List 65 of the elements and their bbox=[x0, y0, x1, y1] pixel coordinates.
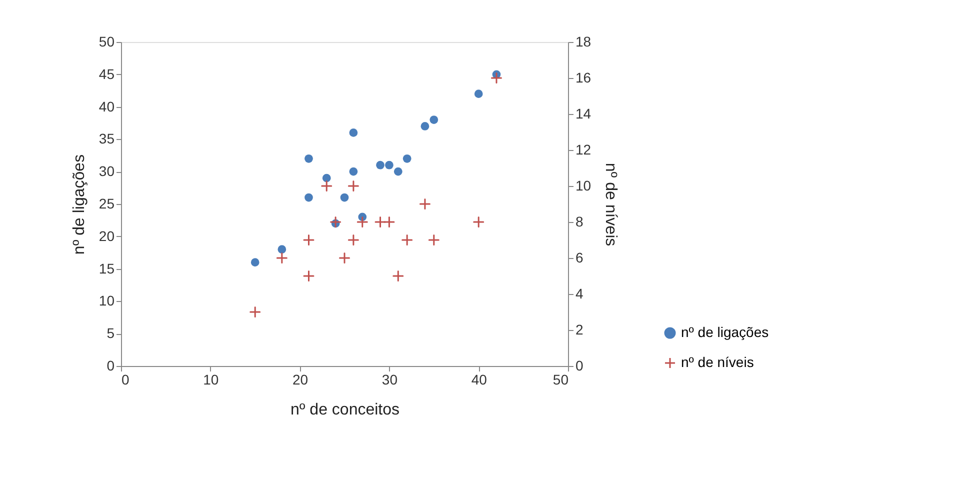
point bbox=[278, 245, 286, 254]
x-tick-label: 20 bbox=[292, 372, 308, 388]
y2-tick-label: 12 bbox=[576, 142, 592, 158]
point bbox=[330, 216, 342, 228]
point bbox=[276, 252, 288, 264]
y-tick-label: 15 bbox=[98, 260, 115, 276]
point bbox=[384, 216, 395, 228]
y-tick-label: 30 bbox=[98, 163, 115, 180]
point bbox=[321, 180, 332, 192]
y-tick-label: 0 bbox=[106, 358, 115, 374]
y2-tick-label: 0 bbox=[576, 358, 584, 374]
point bbox=[340, 193, 349, 202]
point bbox=[348, 234, 359, 246]
point bbox=[349, 167, 358, 176]
point bbox=[322, 174, 331, 182]
point bbox=[304, 193, 313, 202]
point bbox=[250, 306, 261, 318]
x-tick-label: 0 bbox=[122, 372, 130, 388]
point bbox=[473, 216, 484, 228]
y2-axis-title: nº de níveis bbox=[602, 162, 620, 246]
y-tick-label: 40 bbox=[98, 98, 115, 114]
point bbox=[402, 234, 413, 246]
point bbox=[420, 122, 430, 130]
point bbox=[430, 116, 438, 124]
x-tick-label: 10 bbox=[203, 372, 219, 388]
x-axis-title: nº de conceitos bbox=[290, 402, 400, 418]
point bbox=[419, 198, 430, 210]
y2-tick-label: 8 bbox=[576, 214, 584, 230]
legend-label: nº de ligações bbox=[681, 324, 769, 340]
y2-tick-label: 6 bbox=[576, 250, 584, 266]
y-tick-label: 45 bbox=[98, 66, 115, 82]
point bbox=[376, 160, 384, 170]
x-tick-label: 50 bbox=[552, 372, 569, 388]
point bbox=[374, 216, 386, 228]
y-tick-label: 20 bbox=[98, 228, 115, 244]
y2-tick-label: 4 bbox=[576, 286, 584, 302]
y-tick-label: 35 bbox=[98, 130, 115, 147]
legend-label: nº de níveis bbox=[681, 354, 754, 370]
point bbox=[339, 252, 350, 264]
y-tick-label: 5 bbox=[106, 325, 115, 342]
y-tick-label: 10 bbox=[98, 292, 115, 309]
x-tick-label: 40 bbox=[471, 372, 488, 388]
x-tick-label: 30 bbox=[382, 372, 398, 388]
y-axis-title: nº de ligações bbox=[70, 154, 88, 255]
point bbox=[304, 154, 313, 163]
point bbox=[385, 160, 394, 170]
point bbox=[250, 258, 260, 266]
point bbox=[474, 90, 483, 98]
point bbox=[303, 270, 314, 282]
y2-tick-label: 16 bbox=[576, 70, 592, 86]
point bbox=[394, 167, 402, 176]
y2-tick-label: 18 bbox=[576, 34, 592, 50]
point bbox=[348, 180, 359, 192]
point bbox=[303, 234, 314, 246]
point bbox=[356, 216, 368, 228]
y-tick-label: 50 bbox=[98, 34, 115, 50]
y2-tick-label: 10 bbox=[576, 178, 592, 194]
point bbox=[428, 234, 440, 246]
point bbox=[349, 128, 358, 137]
y2-tick-label: 2 bbox=[576, 322, 584, 338]
point bbox=[402, 154, 412, 163]
y2-tick-label: 14 bbox=[576, 106, 592, 122]
point bbox=[490, 72, 502, 84]
y-tick-label: 25 bbox=[98, 196, 115, 212]
point bbox=[392, 270, 404, 282]
